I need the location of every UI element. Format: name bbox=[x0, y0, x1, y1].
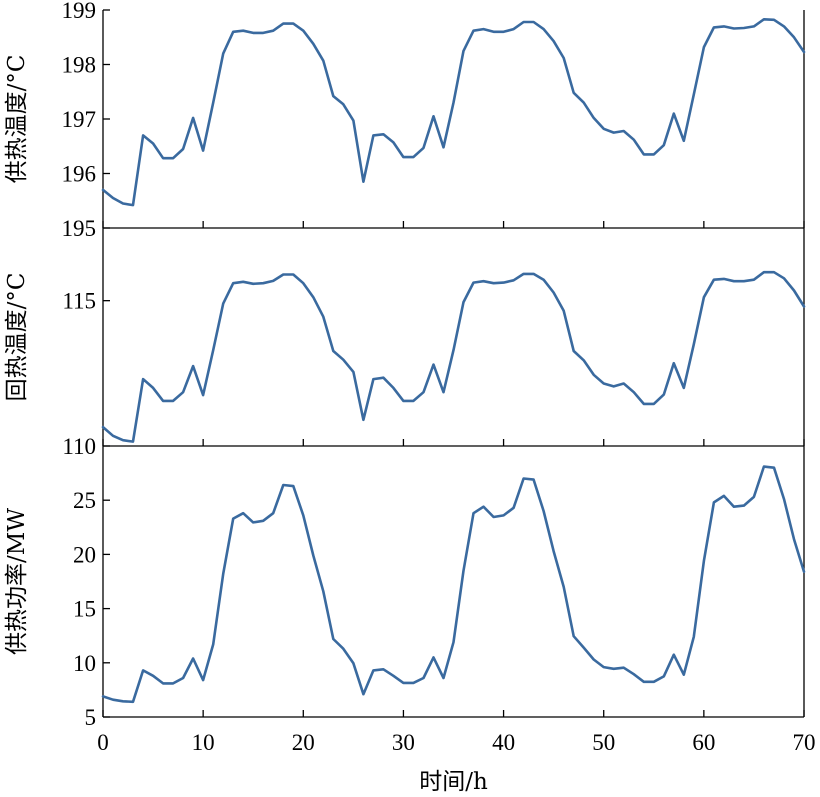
y-tick-label-0-1: 196 bbox=[62, 162, 97, 187]
y-axis-title-0: 供热温度/°C bbox=[4, 55, 30, 184]
y-tick-label-2-3: 20 bbox=[73, 542, 96, 567]
series-line-2 bbox=[101, 465, 806, 704]
x-tick-label-5: 50 bbox=[592, 730, 615, 755]
x-axis-title: 时间/h bbox=[419, 769, 488, 795]
x-tick-label-4: 40 bbox=[492, 730, 515, 755]
y-tick-label-2-1: 10 bbox=[73, 651, 96, 676]
y-tick-label-2-4: 25 bbox=[73, 488, 96, 513]
y-tick-label-2-2: 15 bbox=[73, 597, 96, 622]
y-axis-title-1: 回热温度/°C bbox=[4, 273, 30, 402]
x-tick-label-6: 60 bbox=[692, 730, 715, 755]
y-tick-label-1-0: 110 bbox=[62, 434, 96, 459]
y-tick-label-0-4: 199 bbox=[62, 0, 97, 23]
y-tick-label-1-1: 115 bbox=[62, 289, 96, 314]
y-tick-label-2-0: 5 bbox=[85, 705, 97, 730]
x-tick-label-1: 10 bbox=[192, 730, 215, 755]
x-tick-label-7: 70 bbox=[793, 730, 816, 755]
y-tick-label-0-3: 198 bbox=[62, 53, 97, 78]
x-tick-label-3: 30 bbox=[392, 730, 415, 755]
x-tick-label-2: 20 bbox=[292, 730, 315, 755]
series-line-1 bbox=[101, 270, 806, 443]
series-line-0 bbox=[101, 17, 806, 207]
y-tick-label-0-2: 197 bbox=[62, 107, 97, 132]
x-tick-label-0: 0 bbox=[97, 730, 109, 755]
y-tick-label-0-0: 195 bbox=[62, 216, 97, 241]
y-axis-title-2: 供热功率/MW bbox=[4, 508, 30, 655]
